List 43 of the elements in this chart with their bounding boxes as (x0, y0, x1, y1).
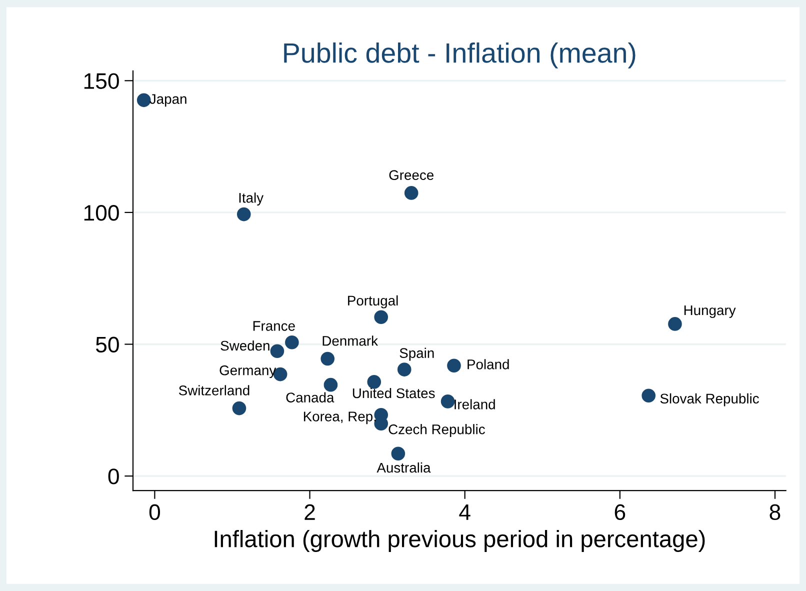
x-tick-label: 6 (614, 504, 626, 520)
annotation: Switzerland (178, 385, 250, 396)
y-tick-label: 100 (84, 204, 119, 221)
annotation: Spain (400, 348, 434, 361)
point (232, 401, 246, 416)
annotation: Greece (389, 170, 434, 180)
point (440, 394, 455, 408)
annotation: Poland (468, 359, 509, 370)
point (397, 362, 412, 376)
point (324, 378, 338, 392)
point (642, 388, 656, 403)
annotation: Portugal (348, 295, 398, 308)
point (285, 335, 299, 350)
point (374, 310, 388, 324)
point (404, 186, 418, 200)
point (270, 344, 284, 358)
point (136, 93, 151, 108)
point (391, 446, 406, 461)
annotation: Czech Republic (388, 424, 485, 437)
annotation: United States (352, 388, 435, 398)
annotation: Canada (286, 392, 334, 402)
annotation: Australia (376, 462, 431, 473)
point (236, 207, 251, 222)
y-tick-label: 50 (96, 336, 119, 353)
annotation: France (253, 321, 295, 331)
point (447, 358, 461, 372)
point (320, 352, 335, 366)
x-axis-title: Inflation (growth previous period in percentage) (214, 530, 705, 552)
annotation: Denmark (322, 336, 378, 346)
x-tick-label: 4 (459, 504, 470, 520)
chart-title: Public debt - Inflation (mean) (284, 42, 636, 68)
annotation: Ireland (454, 399, 495, 410)
annotation: Sweden (220, 340, 270, 351)
annotation: Italy (239, 192, 264, 206)
point (367, 375, 382, 389)
x-tick-label: 8 (770, 504, 780, 520)
annotation: Hungary (684, 305, 736, 318)
y-tick-label: 0 (108, 468, 119, 484)
x-tick-label: 2 (304, 504, 315, 520)
point (668, 317, 682, 331)
annotation: Slovak Republic (660, 393, 759, 406)
y-tick-label: 150 (84, 73, 119, 89)
x-tick-label: 0 (149, 504, 160, 520)
